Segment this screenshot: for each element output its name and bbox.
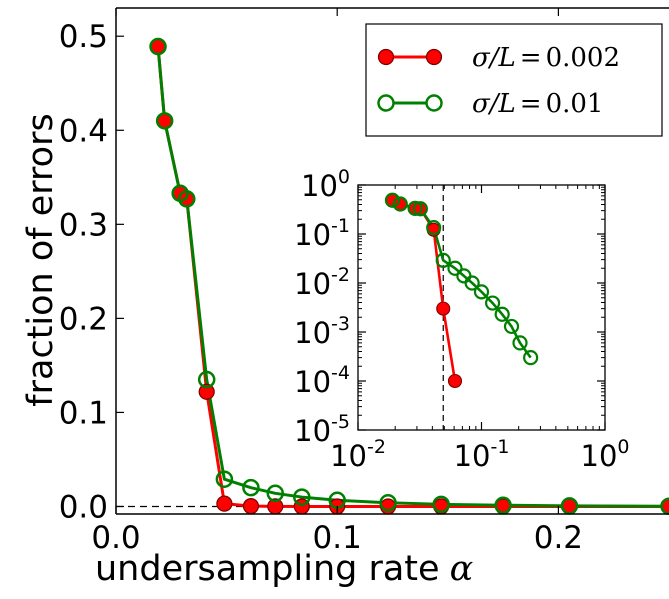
inset-series-1-point [436,301,451,316]
inset-y-tick-label: 10-4 [294,362,350,399]
main-y-tick-label: 0.1 [59,395,108,431]
legend-label-series-1: σ/L = 0.002 [472,43,620,73]
inset-series-1-point [447,373,463,389]
main-x-tick-label: 0.1 [313,520,362,556]
inset-y-tick-label: 10-3 [294,313,350,350]
main-series-2-point [266,484,285,503]
inset-x-tick-label: 100 [581,436,630,473]
main-series-2-point [660,497,669,515]
legend-entry-series-1: σ/L = 0.002 [377,43,620,73]
inset-series-2-point [464,275,480,291]
main-y-tick-label: 0.0 [59,489,108,525]
inset-x-tick-label: 10-2 [330,436,386,473]
inset-series-2-point [426,220,442,236]
inset-series-2-point [447,260,463,276]
main-y-tick-label: 0.2 [59,301,108,337]
inset-series-2-point [407,200,423,217]
main-series-1-point [216,495,233,512]
main-series-2-point [242,478,260,497]
main-series-2-point [432,495,450,514]
legend: σ/L = 0.002 σ/L = 0.01 [365,23,663,137]
main-series-2-point [197,370,216,389]
legend-marker-series-1 [425,48,443,66]
main-series-2-point [149,37,167,56]
inset-series-2-point [485,295,501,311]
legend-marker-series-2 [425,94,443,112]
legend-marker-series-1 [377,48,395,66]
legend-entry-series-2: σ/L = 0.01 [377,89,603,119]
main-y-tick-label: 0.5 [59,19,108,55]
inset-plot-content [384,185,539,430]
main-series-2-point [293,488,311,506]
main-y-tick-label: 0.4 [59,113,108,149]
main-series-1-point [198,383,215,400]
legend-box [365,23,663,137]
main-y-tick-label: 0.3 [59,207,108,243]
main-x-tick-label: 0.2 [534,520,583,556]
legend-label-series-2: σ/L = 0.01 [472,89,603,119]
inset-series-2-point [384,192,401,208]
inset-y-tick-label: 10-1 [294,215,350,252]
inset-series-2-point [435,252,451,268]
main-plot: 0.0 0.1 0.2 0.0 0.1 0.2 0.3 0.4 0.5 undersamplin… [21,7,669,589]
inset-series-2-point [523,350,539,366]
inset-series-2-point [503,318,520,335]
main-ticks: 0.0 0.1 0.2 0.0 0.1 0.2 0.3 0.4 0.5 [59,8,583,556]
inset-series-2-point [473,284,490,300]
main-series-2-point [155,112,174,130]
inset-y-tick-label: 10-2 [294,264,350,301]
main-plot-content [116,37,669,515]
main-x-tick-label: 0.0 [91,520,140,556]
inset-frame [357,184,606,431]
inset-series-2-point [494,306,510,322]
inset-y-tick-label: 100 [301,166,350,203]
inset-series-2-point [512,335,528,351]
main-series-2-point [178,190,196,208]
inset-series-2-point [412,201,428,217]
inset-y-tick-label: 10-5 [294,411,350,448]
inset-ticks: 10-2 10-1 100 100 10-1 10-2 10-3 10-4 10-5 [294,166,629,473]
main-series-1-point [242,497,260,515]
main-series-2-point [215,470,234,488]
y-axis-label: fraction of errors [21,113,61,406]
inset-series-2-point [392,196,408,212]
inset-plot: 10-2 10-1 100 100 10-1 10-2 10-3 10-4 10-5 [294,166,629,473]
main-series-2-point [379,494,397,512]
inset-x-tick-label: 10-1 [454,436,510,473]
legend-marker-series-2 [377,94,395,112]
x-axis-label: undersampling rate α [95,549,473,589]
main-series-2-point [494,496,512,515]
